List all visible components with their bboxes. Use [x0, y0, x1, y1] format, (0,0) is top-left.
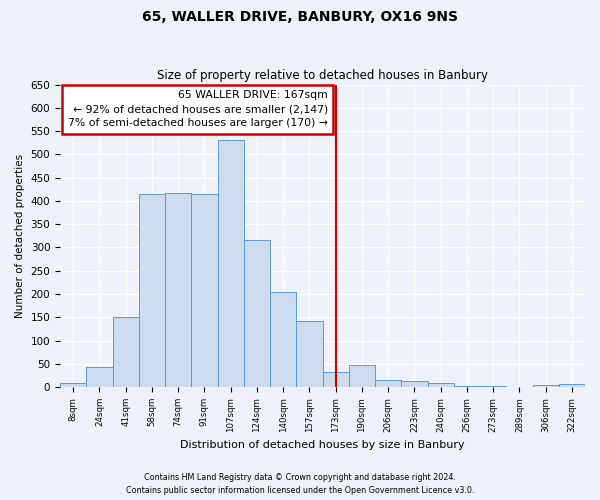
- Bar: [454, 386, 480, 387]
- X-axis label: Distribution of detached houses by size in Banbury: Distribution of detached houses by size …: [180, 440, 465, 450]
- Bar: [323, 372, 349, 387]
- Bar: [191, 194, 218, 387]
- Bar: [113, 318, 139, 387]
- Y-axis label: Number of detached properties: Number of detached properties: [15, 154, 25, 318]
- Bar: [480, 386, 506, 387]
- Bar: [375, 380, 401, 387]
- Bar: [296, 321, 323, 387]
- Title: Size of property relative to detached houses in Banbury: Size of property relative to detached ho…: [157, 69, 488, 82]
- Bar: [401, 380, 428, 387]
- Bar: [86, 366, 113, 387]
- Bar: [428, 384, 454, 387]
- Bar: [349, 364, 375, 387]
- Bar: [559, 384, 585, 387]
- Bar: [533, 384, 559, 387]
- Bar: [165, 194, 191, 387]
- Bar: [244, 240, 270, 387]
- Bar: [60, 384, 86, 387]
- Text: Contains HM Land Registry data © Crown copyright and database right 2024.
Contai: Contains HM Land Registry data © Crown c…: [126, 474, 474, 495]
- Bar: [270, 292, 296, 387]
- Text: 65 WALLER DRIVE: 167sqm
← 92% of detached houses are smaller (2,147)
7% of semi-: 65 WALLER DRIVE: 167sqm ← 92% of detache…: [68, 90, 328, 128]
- Text: 65, WALLER DRIVE, BANBURY, OX16 9NS: 65, WALLER DRIVE, BANBURY, OX16 9NS: [142, 10, 458, 24]
- Bar: [139, 194, 165, 387]
- Bar: [218, 140, 244, 387]
